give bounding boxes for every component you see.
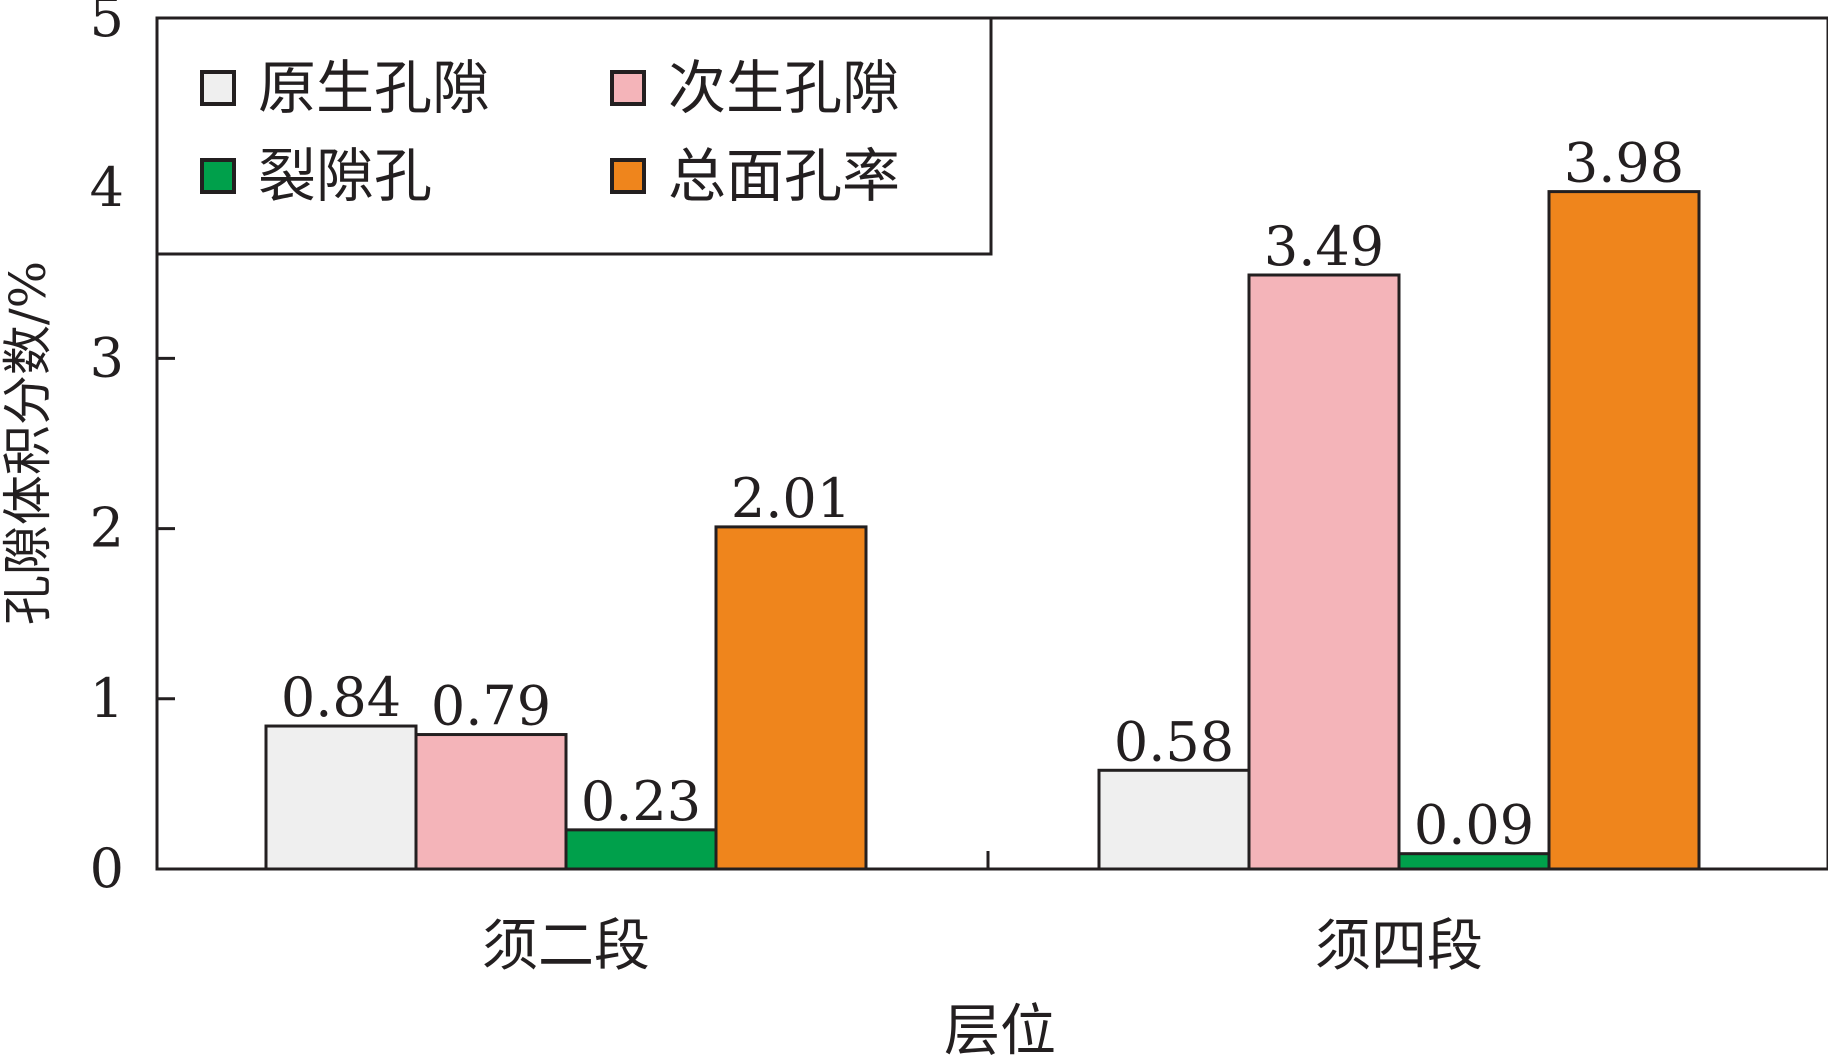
y-tick-label: 3 xyxy=(90,326,124,389)
y-tick-label: 0 xyxy=(90,837,124,900)
legend-swatch xyxy=(200,70,236,106)
bar-value-label: 0.79 xyxy=(431,675,551,738)
x-category-label: 须四段 xyxy=(1315,914,1483,979)
y-tick-label: 2 xyxy=(90,497,124,560)
legend-label: 原生孔隙 xyxy=(258,54,490,122)
bar-value-label: 0.84 xyxy=(281,666,401,729)
bar-value-label: 0.09 xyxy=(1414,794,1534,857)
bar-value-label: 2.01 xyxy=(731,467,851,530)
bar-value-label: 0.58 xyxy=(1114,710,1234,773)
value-labels-layer: 0.84 0.79 0.23 2.01 0.58 3.49 0.09 3.98 xyxy=(281,132,1684,857)
x-axis-label: 层位 xyxy=(944,999,1056,1062)
y-axis: 0 1 2 3 4 5 xyxy=(90,0,175,900)
x-category-label: 须二段 xyxy=(482,914,650,979)
bar-value-label: 0.23 xyxy=(581,770,701,833)
bar-1-1 xyxy=(264,724,418,871)
y-axis-label: 孔隙体积分数/% xyxy=(0,261,57,625)
bar-value-label: 3.98 xyxy=(1564,132,1684,195)
legend-swatch xyxy=(200,158,236,194)
legend-label: 裂隙孔 xyxy=(258,142,432,210)
bar-1-3 xyxy=(564,828,718,871)
bar-value-label: 3.49 xyxy=(1264,215,1384,278)
bar-2-2 xyxy=(1247,273,1401,871)
legend-label: 次生孔隙 xyxy=(668,54,900,122)
bar-1-2 xyxy=(414,733,568,871)
bar-2-1 xyxy=(1097,768,1251,871)
y-tick-label: 4 xyxy=(90,156,124,219)
bars-layer xyxy=(264,190,1701,871)
legend-box xyxy=(155,16,993,256)
legend-swatch xyxy=(610,70,646,106)
legend-label: 总面孔率 xyxy=(668,142,900,210)
x-axis: 须二段 须四段 xyxy=(482,914,1483,979)
y-tick-label: 5 xyxy=(90,0,124,49)
bar-2-4 xyxy=(1547,190,1701,871)
y-tick-label: 1 xyxy=(90,667,124,730)
legend-swatch xyxy=(610,158,646,194)
bar-1-4 xyxy=(714,525,868,871)
